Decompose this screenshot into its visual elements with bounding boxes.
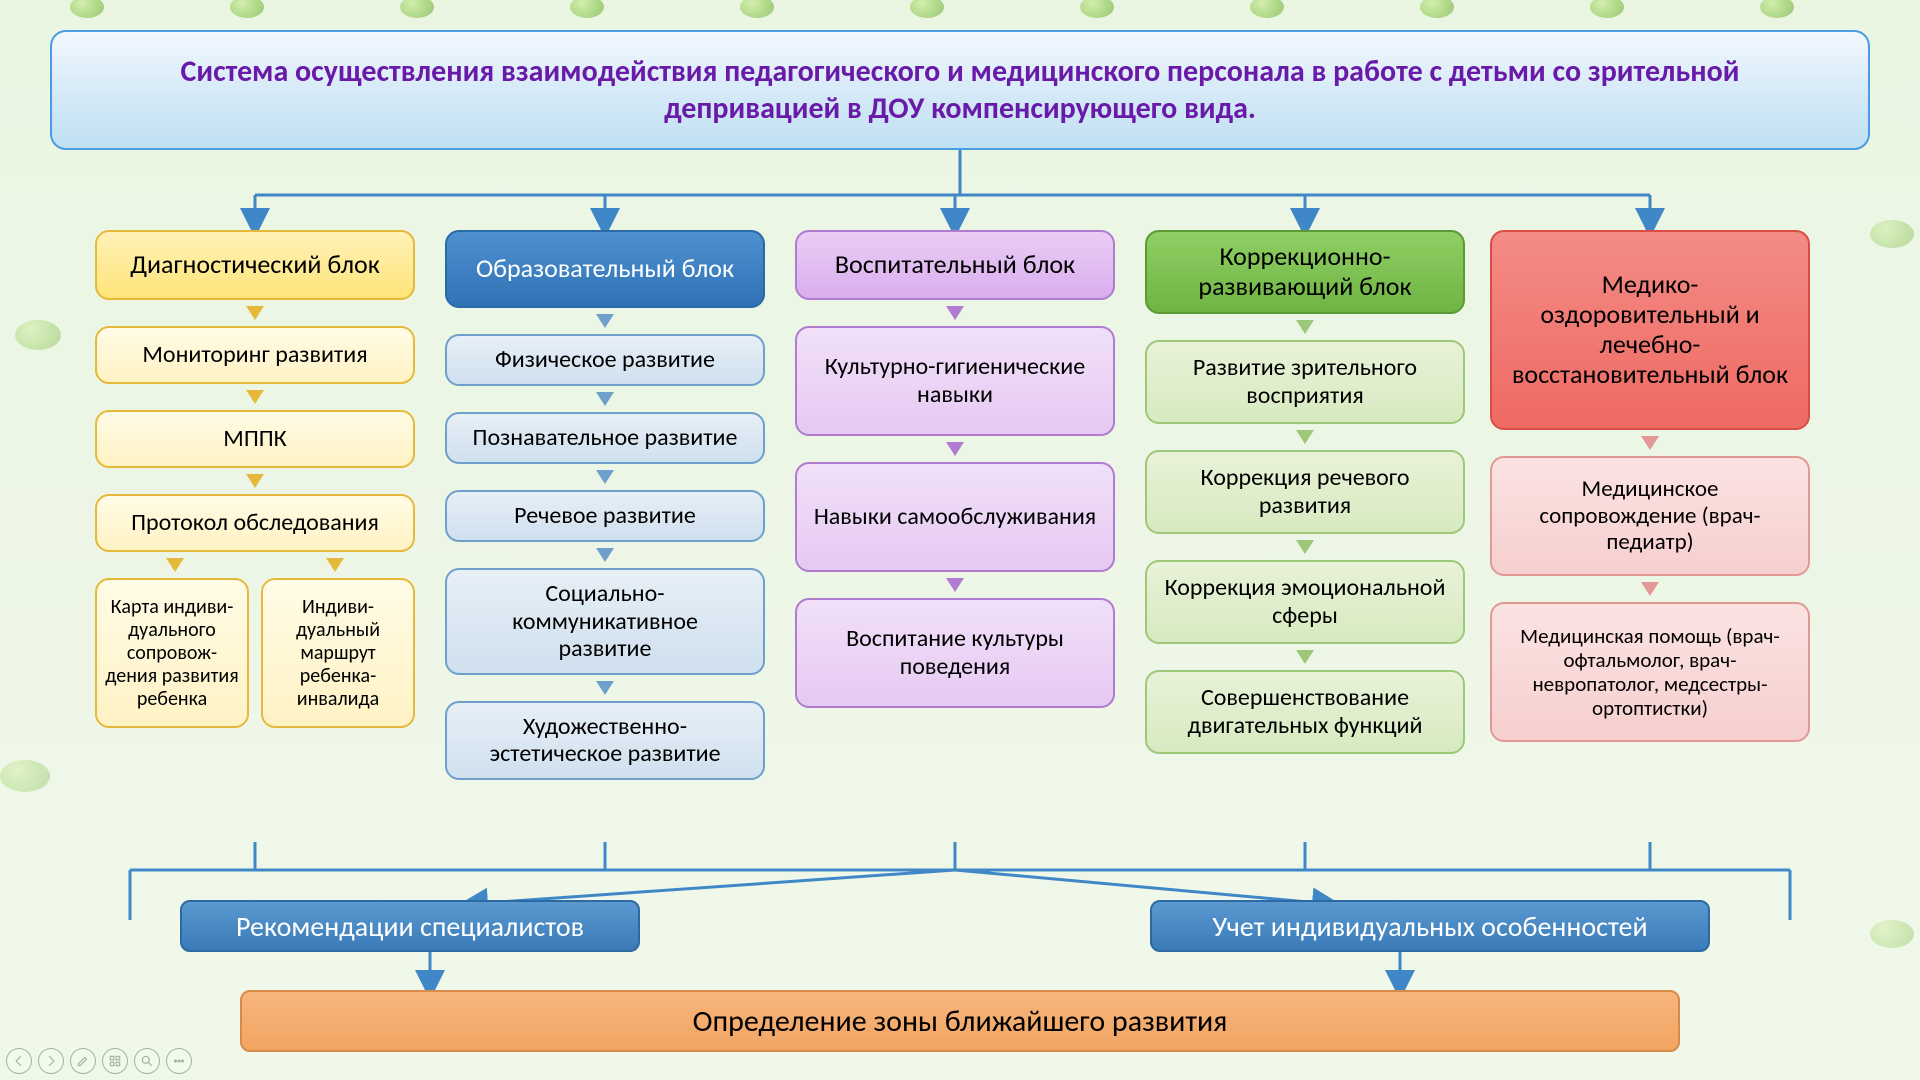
column-upbringing: Воспитательный блок Культурно-гигиеничес…	[795, 230, 1115, 708]
col1-header: Диагностический блок	[95, 230, 415, 300]
col2-header: Образовательный блок	[445, 230, 765, 308]
col3-item-3: Воспитание культуры поведения	[795, 598, 1115, 708]
chevron-down-icon	[1296, 540, 1314, 554]
col2-item-5: Художественно-эстетическое развитие	[445, 701, 765, 780]
chevron-down-icon	[1296, 650, 1314, 664]
col3-item-1: Культурно-гигиенические навыки	[795, 326, 1115, 436]
prev-slide-icon[interactable]	[6, 1048, 32, 1074]
presentation-controls	[6, 1048, 192, 1074]
title-box: Система осуществления взаимодействия пед…	[50, 30, 1870, 150]
chevron-down-icon	[1641, 436, 1659, 450]
chevron-down-icon	[596, 392, 614, 406]
col5-header: Медико-оздоровительный и лечебно-восстан…	[1490, 230, 1810, 430]
col4-item-1: Развитие зрительного восприятия	[1145, 340, 1465, 424]
col4-header: Коррекционно-развивающий блок	[1145, 230, 1465, 314]
pill-recommendations: Рекомендации специалистов	[180, 900, 640, 952]
col1-split-left: Карта индиви-дуального сопровож-дения ра…	[95, 578, 249, 728]
zoom-icon[interactable]	[134, 1048, 160, 1074]
chevron-down-icon	[246, 474, 264, 488]
page-title: Система осуществления взаимодействия пед…	[92, 53, 1828, 128]
col2-item-3: Речевое развитие	[445, 490, 765, 542]
chevron-down-icon	[596, 314, 614, 328]
pill-individual: Учет индивидуальных особенностей	[1150, 900, 1710, 952]
chevron-down-icon	[596, 681, 614, 695]
col2-item-1: Физическое развитие	[445, 334, 765, 386]
chevron-down-icon	[166, 558, 184, 572]
col1-item-1: Мониторинг развития	[95, 326, 415, 384]
col1-item-2: МППК	[95, 410, 415, 468]
column-correction: Коррекционно-развивающий блок Развитие з…	[1145, 230, 1465, 754]
col2-item-4: Социально-коммуникативное развитие	[445, 568, 765, 675]
chevron-down-icon	[1296, 320, 1314, 334]
col2-item-2: Познавательное развитие	[445, 412, 765, 464]
chevron-down-icon	[946, 306, 964, 320]
col1-split-right: Индиви-дуальный маршрут ребенка-инвалида	[261, 578, 415, 728]
chevron-down-icon	[946, 578, 964, 592]
chevron-down-icon	[596, 470, 614, 484]
column-educational: Образовательный блок Физическое развитие…	[445, 230, 765, 780]
col4-item-2: Коррекция речевого развития	[1145, 450, 1465, 534]
chevron-down-icon	[1641, 582, 1659, 596]
chevron-down-icon	[946, 442, 964, 456]
pen-icon[interactable]	[70, 1048, 96, 1074]
chevron-down-icon	[246, 390, 264, 404]
chevron-down-icon	[1296, 430, 1314, 444]
next-slide-icon[interactable]	[38, 1048, 64, 1074]
chevron-down-icon	[326, 558, 344, 572]
more-icon[interactable]	[166, 1048, 192, 1074]
col4-item-4: Совершенствование двигательных функций	[1145, 670, 1465, 754]
col4-item-3: Коррекция эмоциональной сферы	[1145, 560, 1465, 644]
chevron-down-icon	[246, 306, 264, 320]
col3-item-2: Навыки самообслуживания	[795, 462, 1115, 572]
final-box: Определение зоны ближайшего развития	[240, 990, 1680, 1052]
column-medical: Медико-оздоровительный и лечебно-восстан…	[1490, 230, 1810, 742]
grid-icon[interactable]	[102, 1048, 128, 1074]
column-diagnostic: Диагностический блок Мониторинг развития…	[95, 230, 415, 728]
col5-item-1: Медицинское сопровождение (врач-педиатр)	[1490, 456, 1810, 576]
chevron-down-icon	[596, 548, 614, 562]
col3-header: Воспитательный блок	[795, 230, 1115, 300]
col1-item-3: Протокол обследования	[95, 494, 415, 552]
col5-item-2: Медицинская помощь (врач-офтальмолог, вр…	[1490, 602, 1810, 742]
